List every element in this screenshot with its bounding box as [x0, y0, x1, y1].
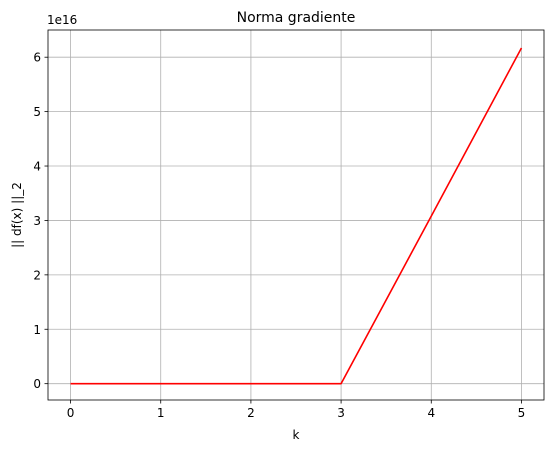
x-axis-label: k [293, 428, 300, 442]
series-layer [70, 47, 523, 385]
x-tick-label: 0 [67, 406, 75, 420]
y-axis-label: || df(x) ||_2 [10, 182, 24, 248]
y-axis: 0 1 2 3 4 5 6 [33, 51, 48, 391]
x-axis: 0 1 2 3 4 5 [67, 400, 526, 420]
chart-title: Norma gradiente [237, 10, 356, 26]
x-tick-label: 2 [247, 406, 255, 420]
y-tick-label: 1 [33, 323, 41, 337]
plot-frame [47, 29, 545, 401]
y-tick-label: 5 [33, 105, 41, 119]
y-tick-label: 2 [33, 268, 41, 282]
x-tick-label: 3 [337, 406, 345, 420]
x-tick-label: 5 [518, 406, 526, 420]
y-tick-label: 4 [33, 160, 41, 174]
y-tick-label: 6 [33, 51, 41, 65]
x-tick-label: 1 [157, 406, 165, 420]
y-tick-label: 3 [33, 214, 41, 228]
x-tick-label: 4 [427, 406, 435, 420]
y-offset-label: 1e16 [47, 13, 77, 27]
series-line [70, 47, 523, 385]
y-tick-label: 0 [33, 377, 41, 391]
grid [48, 30, 544, 400]
